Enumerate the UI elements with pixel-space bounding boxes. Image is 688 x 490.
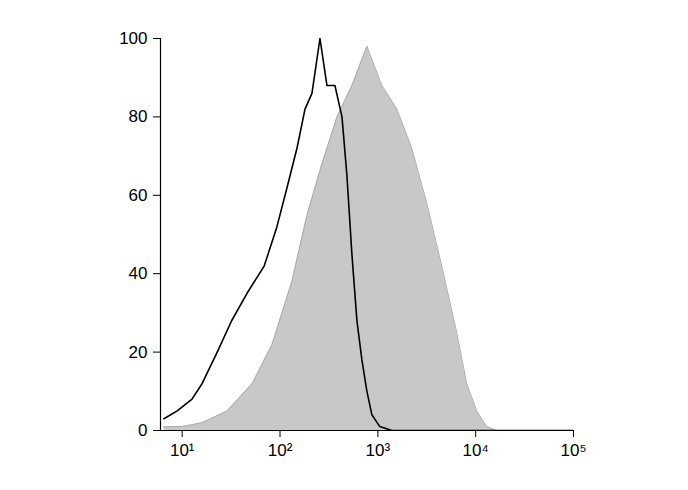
svg-text:80: 80 (129, 107, 148, 126)
svg-text:10⁴: 10⁴ (463, 441, 489, 460)
svg-text:40: 40 (129, 264, 148, 283)
svg-text:10³: 10³ (366, 441, 391, 460)
svg-text:20: 20 (129, 343, 148, 362)
svg-text:100: 100 (119, 29, 147, 48)
svg-text:10⁵: 10⁵ (561, 441, 587, 460)
svg-text:10²: 10² (268, 441, 293, 460)
svg-text:10¹: 10¹ (170, 441, 195, 460)
svg-text:60: 60 (129, 186, 148, 205)
svg-text:0: 0 (138, 421, 147, 440)
